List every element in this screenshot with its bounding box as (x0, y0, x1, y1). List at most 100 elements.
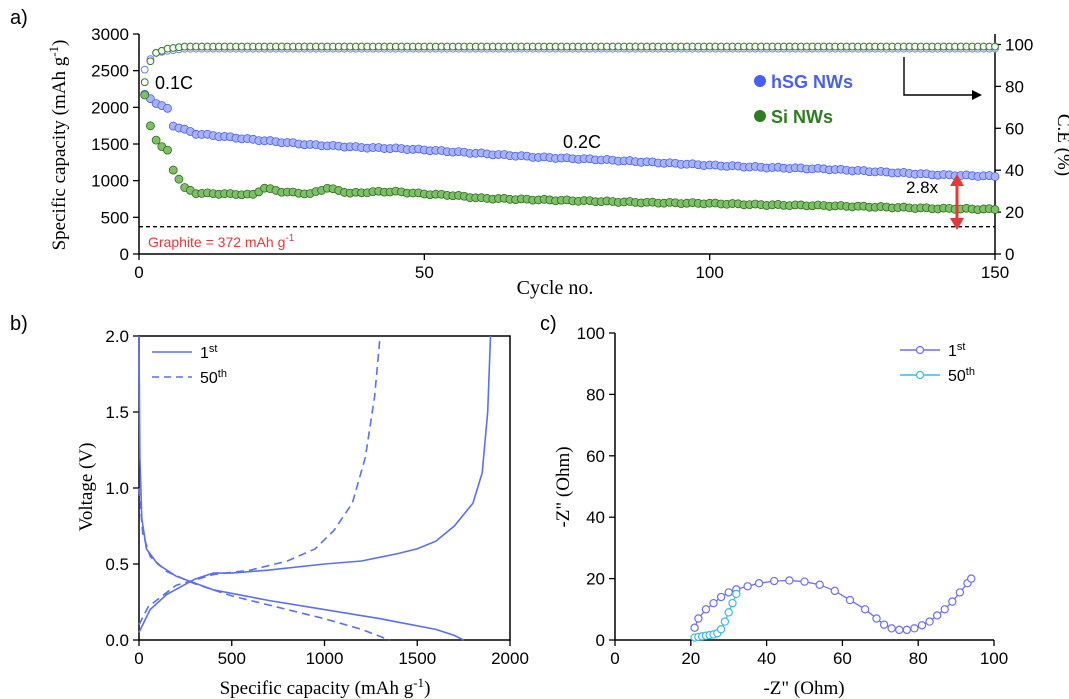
panel-a-x-tick-label: 100 (695, 263, 723, 282)
panel-c-x-tick-label: 100 (980, 649, 1008, 668)
legend-marker-c-1st (915, 345, 925, 355)
panel-b-x-tick-label: 500 (218, 649, 246, 668)
legend-label-c-1st: 1st (948, 341, 965, 360)
panel-c-ylabel: -Z" (Ohm) (553, 446, 574, 527)
panel-b-ylabel: Voltage (V) (76, 443, 97, 532)
panel-a-axes: 0 50 100 1500500100015002000250030000204060… (91, 25, 1033, 282)
nyquist-marker (925, 617, 934, 626)
ce-marker (146, 57, 155, 66)
nyquist-marker (754, 579, 764, 588)
nyquist-marker (724, 588, 733, 597)
panel-a-y-tick-label: 1500 (91, 135, 129, 154)
capacity-marker (990, 172, 1000, 181)
panel-c-y-tick-label: 80 (586, 385, 605, 404)
panel-c-label: c) (540, 313, 557, 335)
annotation-graphite: Graphite = 372 mAh g-1 (148, 233, 295, 250)
panel-b-x-tick-label: 1000 (306, 649, 344, 668)
legend-label-50th: 50th (200, 368, 227, 387)
voltage-curve (138, 335, 381, 626)
panel-a-y2-tick-label: 40 (1005, 161, 1024, 180)
panel-a-y-tick-label: 3000 (91, 25, 129, 44)
nyquist-marker (743, 582, 752, 591)
panel-b-y-tick-label: 0.5 (105, 555, 129, 574)
capacity-marker (990, 205, 1000, 214)
nyquist-marker (694, 614, 703, 623)
nyquist-marker (724, 608, 733, 617)
panel-b-y-tick-label: 2.0 (105, 327, 129, 346)
capacity-marker (151, 135, 161, 145)
panel-a-y-tick-label: 500 (101, 208, 129, 227)
panel-a-y2-tick-label: 20 (1005, 203, 1024, 222)
capacity-marker (163, 145, 172, 155)
legend-swatch-hsg (754, 75, 766, 87)
panel-b-x-tick-label: 2000 (491, 649, 529, 668)
voltage-curve (138, 335, 492, 633)
nyquist-marker (910, 624, 919, 633)
panel-b-y-tick-label: 0.0 (105, 631, 129, 650)
panel-b-label: b) (10, 313, 28, 335)
voltage-curve (138, 335, 464, 641)
nyquist-marker (887, 624, 896, 633)
nyquist-marker (716, 592, 726, 602)
capacity-marker (146, 121, 155, 131)
nyquist-marker (917, 621, 927, 630)
panel-a-y2-tick-label: 0 (1005, 245, 1014, 264)
panel-b-frame (138, 335, 511, 641)
panel-c-y-tick-label: 100 (577, 324, 605, 343)
panel-a-y-tick-label: 2000 (91, 98, 129, 117)
nyquist-marker (948, 597, 957, 606)
nyquist-marker (872, 614, 881, 623)
legend-label-hsg: hSG NWs (771, 72, 853, 92)
ce-marker (991, 42, 999, 51)
panel-a-xlabel: Cycle no. (517, 277, 594, 299)
ratio-arrow-head-up (950, 174, 964, 186)
panel-c-y-tick-label: 40 (586, 508, 605, 527)
panel-a-x-tick-label: 0 (134, 263, 143, 282)
panel-c-y-tick-label: 20 (586, 570, 605, 589)
panel-a-x-tick-label: 50 (415, 263, 434, 282)
capacity-marker (174, 174, 184, 184)
panel-c-xlabel: -Z" (Ohm) (763, 678, 844, 699)
ce-axis-arrow-line (903, 57, 975, 96)
panel-b-xlabel: Specific capacity (mAh g-1) (220, 675, 431, 699)
nyquist-marker (845, 595, 855, 605)
panel-a-y2-tick-label: 60 (1005, 119, 1024, 138)
legend-label-si: Si NWs (771, 107, 833, 127)
nyquist-marker (732, 589, 741, 599)
annotation-ratio: 2.8x (906, 178, 939, 197)
panel-c-x-tick-label: 0 (610, 649, 619, 668)
panel-b-y-tick-label: 1.0 (105, 479, 129, 498)
nyquist-marker (955, 588, 965, 597)
capacity-marker (163, 103, 172, 113)
nyquist-marker (785, 576, 794, 585)
nyquist-marker (895, 625, 904, 635)
panel-c-x-tick-label: 40 (757, 649, 776, 668)
panel-c-plot (690, 574, 976, 642)
panel-c-y-tick-label: 0 (596, 631, 605, 650)
panel-c-x-tick-label: 80 (909, 649, 928, 668)
panel-a-plot (139, 42, 1000, 228)
panel-b-y-tick-label: 1.5 (105, 403, 129, 422)
ce-marker (140, 65, 149, 74)
nyquist-marker (720, 617, 730, 626)
ce-axis-arrow-head (972, 90, 982, 100)
panel-c-x-tick-label: 20 (681, 649, 700, 668)
voltage-curve (138, 487, 390, 641)
nyquist-marker (830, 586, 840, 596)
nyquist-marker (728, 598, 737, 608)
panel-c-axes: 0 20 40 60 80 100 0 20 40 60 80 100 (577, 324, 1009, 668)
capacity-marker (140, 90, 150, 100)
panel-a-arrows (903, 57, 982, 230)
nyquist-marker (800, 577, 809, 586)
nyquist-marker (860, 605, 870, 614)
nyquist-marker (716, 625, 726, 634)
panel-a-x-tick-label: 150 (981, 263, 1009, 282)
panel-a-y2-tick-label: 80 (1005, 77, 1024, 96)
nyquist-marker (879, 620, 889, 629)
nyquist-marker (967, 574, 976, 583)
capacity-marker (168, 165, 178, 175)
nyquist-marker (701, 605, 711, 614)
legend-label-1st: 1st (200, 343, 217, 362)
panel-a-y-tick-label: 2500 (91, 62, 129, 81)
